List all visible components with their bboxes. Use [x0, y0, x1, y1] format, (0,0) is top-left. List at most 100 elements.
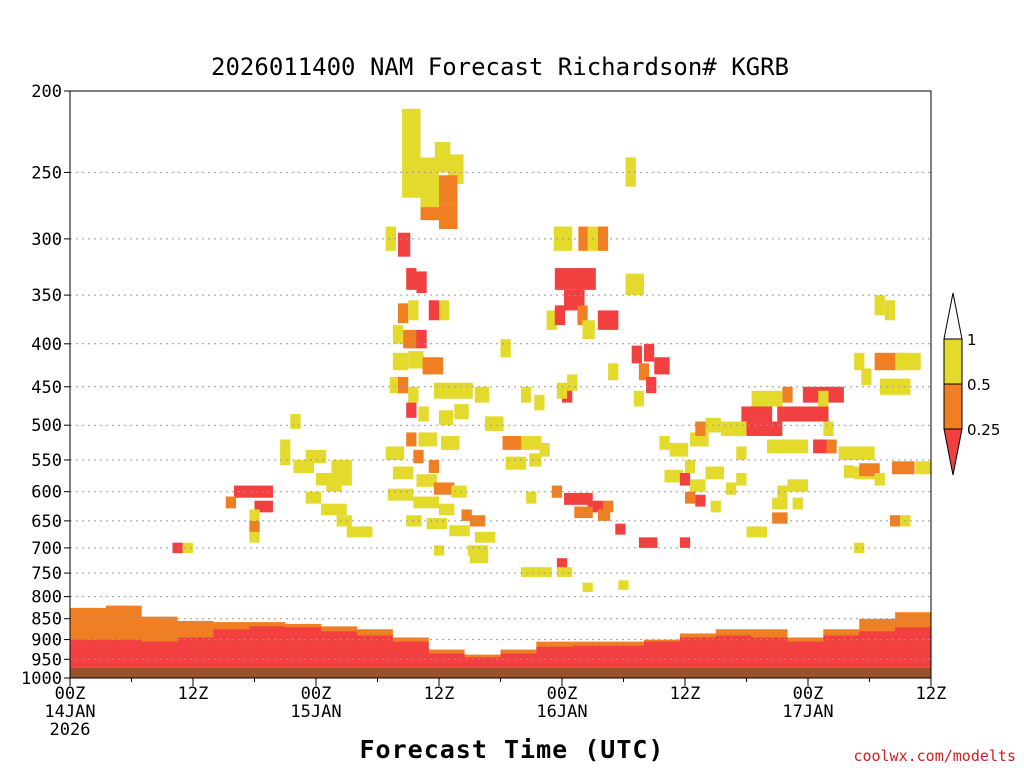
legend-swatch — [943, 383, 963, 430]
ri-cell — [485, 416, 504, 431]
ri-cell — [890, 515, 901, 527]
ri-cell — [690, 479, 706, 492]
ri-cell — [631, 345, 642, 364]
y-tick-label: 800 — [31, 588, 62, 608]
ri-cell — [406, 432, 417, 447]
ri-cell — [638, 537, 658, 548]
ri-cell — [838, 446, 875, 460]
y-tick-label: 900 — [31, 631, 62, 651]
y-tick-label: 400 — [31, 335, 62, 355]
legend-label: 1 — [967, 331, 977, 349]
ri-cell — [225, 496, 237, 509]
ri-cell — [505, 456, 527, 470]
ri-cell — [439, 300, 450, 321]
y-tick-label: 650 — [31, 512, 62, 532]
y-tick-label: 750 — [31, 564, 62, 584]
ri-cell — [502, 435, 524, 450]
ri-cell — [534, 394, 545, 411]
ri-cell — [685, 491, 696, 504]
ri-cell — [331, 459, 352, 473]
ri-cell — [577, 305, 588, 326]
ri-cell — [521, 567, 552, 577]
ri-cell — [892, 461, 915, 475]
ri-cell — [695, 421, 706, 436]
x-tick-label: 17JAN — [782, 702, 833, 722]
y-tick-label: 550 — [31, 451, 62, 471]
ri-cell — [603, 500, 614, 513]
ri-cell — [644, 343, 655, 362]
ri-cell — [554, 305, 566, 326]
ri-cell — [669, 442, 689, 457]
ri-cell — [685, 459, 696, 473]
ri-cell — [316, 472, 352, 486]
ri-cell — [777, 485, 788, 498]
ri-cell — [826, 439, 837, 454]
ri-cell — [418, 406, 429, 422]
ri-cell — [618, 580, 629, 590]
x-tick-label: 00Z — [55, 684, 86, 704]
ri-cell — [326, 479, 342, 492]
ri-cell — [433, 382, 473, 399]
ri-cell — [884, 300, 896, 321]
ri-cell — [746, 421, 783, 436]
ri-cell — [638, 363, 650, 381]
legend-swatch — [943, 338, 963, 385]
ri-cell — [449, 525, 470, 537]
ri-cell — [597, 509, 611, 521]
ri-cell — [346, 526, 373, 538]
x-tick-label: 12Z — [916, 684, 947, 704]
ri-cell — [439, 410, 454, 426]
ri-cell — [413, 496, 439, 509]
plot-area — [70, 108, 931, 678]
ri-cell — [554, 268, 596, 290]
x-tick-label: 00Z — [301, 684, 332, 704]
ri-cell — [587, 500, 603, 513]
y-tick-label: 300 — [31, 230, 62, 250]
ri-cell — [582, 582, 593, 593]
ri-cell — [736, 446, 747, 460]
ri-cell — [305, 491, 322, 504]
ri-cell — [874, 472, 885, 486]
y-tick-label: 600 — [31, 483, 62, 503]
ri-cell — [792, 497, 803, 510]
ri-cell — [782, 386, 793, 403]
ri-cell — [861, 368, 872, 386]
ri-cell — [249, 531, 260, 543]
ri-cell — [679, 472, 691, 486]
ri-cell — [767, 439, 808, 454]
ri-cell — [854, 352, 865, 371]
x-tick-label: 12Z — [670, 684, 701, 704]
x-tick-label: 00Z — [793, 684, 824, 704]
ri-cell — [434, 141, 451, 173]
ri-cell — [664, 469, 683, 483]
ri-cell — [741, 406, 773, 422]
ri-cell — [529, 453, 542, 467]
ri-cell — [679, 537, 691, 548]
y-tick-label: 950 — [31, 650, 62, 670]
ri-cell — [439, 203, 458, 230]
ri-cell — [659, 435, 670, 450]
ri-cell — [385, 226, 396, 251]
ri-cell — [416, 474, 437, 487]
ri-cell — [402, 169, 421, 198]
source-credit[interactable]: coolwx.com/modelts — [853, 747, 1016, 765]
ri-cell — [556, 558, 568, 569]
ri-cell — [408, 386, 419, 403]
ri-cell — [582, 320, 595, 340]
ri-cell — [720, 421, 747, 436]
ri-cell — [726, 482, 737, 495]
ri-cell — [625, 157, 636, 187]
ri-cell — [469, 553, 489, 564]
ri-cell — [772, 497, 788, 510]
y-tick-label: 700 — [31, 539, 62, 559]
surface-layer-red — [70, 625, 931, 668]
ri-cell — [172, 542, 183, 554]
x-tick-label: 14JAN — [44, 702, 95, 722]
ri-cell — [521, 435, 542, 450]
ri-cell — [646, 376, 657, 394]
ri-cell — [398, 376, 409, 394]
ri-cell — [890, 378, 911, 395]
ri-cell — [556, 567, 573, 577]
ri-cell — [413, 449, 424, 464]
ri-cell — [736, 472, 747, 486]
